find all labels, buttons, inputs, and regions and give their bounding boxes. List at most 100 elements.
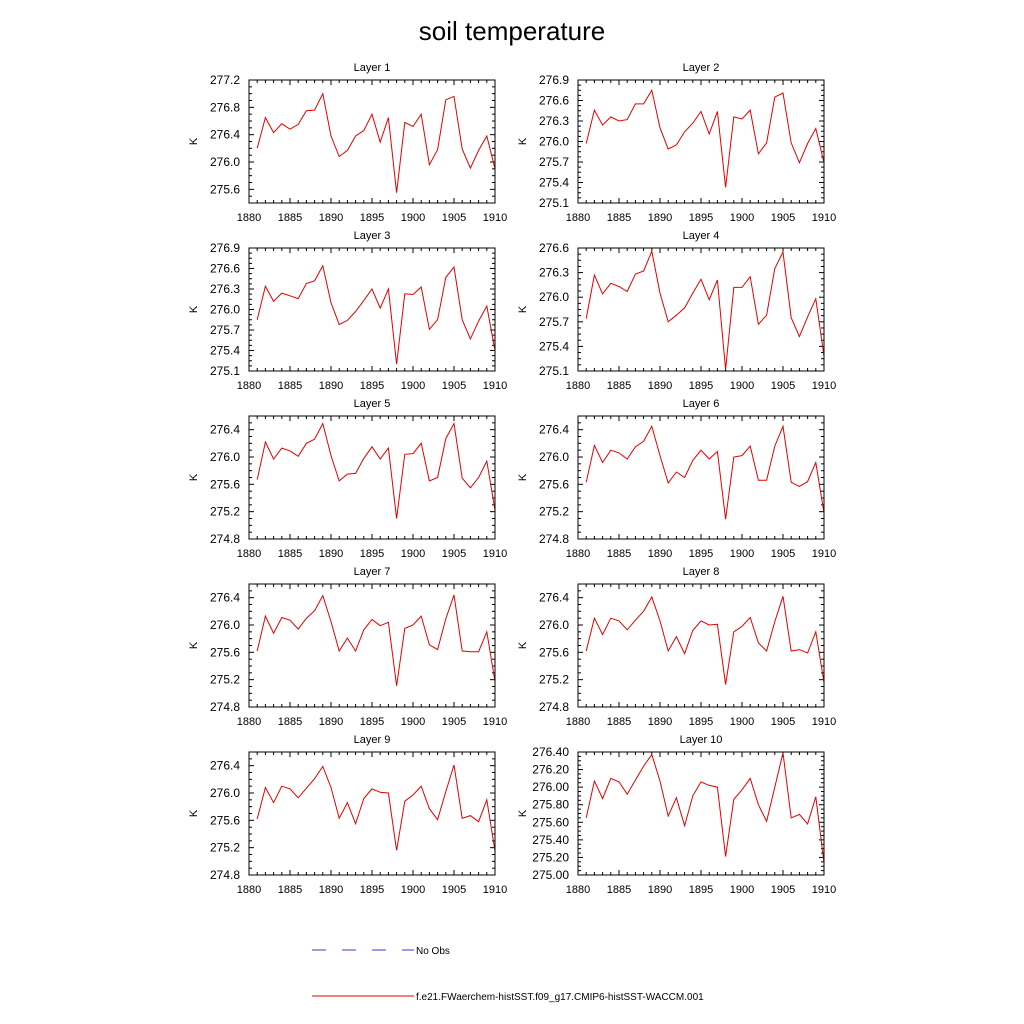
x-tick-label: 1895 xyxy=(689,884,713,896)
panel-layer-4: Layer 4 K 1880 1885 1890 1895 1900 1905 1910 275.… xyxy=(517,230,836,392)
y-tick-label: 276.8 xyxy=(210,100,240,114)
y-tick-label: 276.0 xyxy=(210,786,240,800)
y-tick-label: 276.9 xyxy=(539,73,569,87)
series-line xyxy=(585,88,825,188)
x-tick-label: 1880 xyxy=(237,884,261,896)
plot-frame xyxy=(577,79,825,204)
panel-title: Layer 7 xyxy=(354,566,391,578)
x-tick-label: 1910 xyxy=(483,212,507,224)
x-tick-label: 1885 xyxy=(607,716,631,728)
plot-frame xyxy=(577,751,825,876)
panel-layer-5: Layer 5 K 1880 1885 1890 1895 1900 1905 1910 274.… xyxy=(188,398,507,560)
y-tick-label: 276.0 xyxy=(539,290,569,304)
y-axis-label: K xyxy=(517,809,529,817)
panel-title: Layer 10 xyxy=(680,734,723,746)
series-line xyxy=(256,764,496,852)
y-tick-label: 275.20 xyxy=(532,850,569,864)
y-tick-label: 275.1 xyxy=(210,364,240,378)
x-tick-label: 1905 xyxy=(442,548,466,560)
y-tick-label: 275.2 xyxy=(539,673,569,687)
series-line xyxy=(256,92,496,193)
x-tick-label: 1905 xyxy=(771,548,795,560)
y-axis-label: K xyxy=(517,641,529,649)
x-tick-label: 1900 xyxy=(730,380,754,392)
y-tick-label: 275.00 xyxy=(532,868,569,882)
plot-frame xyxy=(248,247,496,372)
series-line xyxy=(256,594,496,686)
x-tick-label: 1890 xyxy=(319,884,343,896)
panel-title: Layer 1 xyxy=(354,62,391,74)
x-tick-label: 1910 xyxy=(812,548,836,560)
x-tick-label: 1890 xyxy=(319,212,343,224)
y-tick-label: 276.0 xyxy=(539,450,569,464)
x-tick-label: 1880 xyxy=(566,212,590,224)
x-tick-label: 1895 xyxy=(360,716,384,728)
x-tick-label: 1895 xyxy=(689,212,713,224)
y-tick-label: 276.4 xyxy=(210,759,240,773)
x-tick-label: 1905 xyxy=(442,380,466,392)
x-tick-label: 1895 xyxy=(689,548,713,560)
y-tick-label: 275.6 xyxy=(210,182,240,196)
y-tick-label: 274.8 xyxy=(210,868,240,882)
panel-layer-6: Layer 6 K 1880 1885 1890 1895 1900 1905 1910 274.… xyxy=(517,398,836,560)
x-tick-label: 1905 xyxy=(771,212,795,224)
panel-layer-7: Layer 7 K 1880 1885 1890 1895 1900 1905 1910 274.… xyxy=(188,566,507,728)
y-tick-label: 276.20 xyxy=(532,763,569,777)
x-tick-label: 1895 xyxy=(360,884,384,896)
x-tick-label: 1885 xyxy=(278,212,302,224)
panel-layer-3: Layer 3 K 1880 1885 1890 1895 1900 1905 1910 275.… xyxy=(188,230,507,392)
x-tick-label: 1890 xyxy=(648,716,672,728)
y-tick-label: 275.4 xyxy=(539,176,569,190)
x-tick-label: 1905 xyxy=(771,884,795,896)
y-axis-label: K xyxy=(188,473,200,481)
x-tick-label: 1880 xyxy=(237,212,261,224)
series-line xyxy=(256,421,496,519)
y-tick-label: 274.8 xyxy=(210,532,240,546)
y-tick-label: 276.3 xyxy=(539,114,569,128)
y-tick-label: 276.0 xyxy=(210,450,240,464)
x-tick-label: 1900 xyxy=(401,548,425,560)
x-tick-label: 1885 xyxy=(607,548,631,560)
x-tick-label: 1890 xyxy=(648,884,672,896)
y-tick-label: 276.4 xyxy=(210,128,240,142)
x-tick-label: 1910 xyxy=(483,380,507,392)
y-tick-label: 276.0 xyxy=(539,618,569,632)
y-tick-label: 275.2 xyxy=(210,841,240,855)
series-line xyxy=(585,249,825,370)
y-tick-label: 275.6 xyxy=(210,477,240,491)
y-tick-label: 276.4 xyxy=(539,591,569,605)
plot-frame xyxy=(248,415,496,540)
x-tick-label: 1885 xyxy=(607,884,631,896)
y-tick-label: 275.6 xyxy=(539,477,569,491)
y-axis-label: K xyxy=(188,305,200,313)
x-tick-label: 1910 xyxy=(812,884,836,896)
x-tick-label: 1885 xyxy=(278,548,302,560)
y-axis-label: K xyxy=(188,641,200,649)
x-tick-label: 1885 xyxy=(607,212,631,224)
panel-layer-10: Layer 10 K 1880 1885 1890 1895 1900 1905 1910 275… xyxy=(517,734,836,896)
x-tick-label: 1885 xyxy=(278,380,302,392)
x-tick-label: 1895 xyxy=(360,212,384,224)
panel-layer-9: Layer 9 K 1880 1885 1890 1895 1900 1905 1910 274.… xyxy=(188,734,507,896)
series-line xyxy=(585,752,825,863)
x-tick-label: 1890 xyxy=(319,380,343,392)
x-tick-label: 1885 xyxy=(278,716,302,728)
plot-frame xyxy=(248,79,496,204)
y-tick-label: 276.9 xyxy=(210,241,240,255)
x-tick-label: 1910 xyxy=(483,884,507,896)
series-line xyxy=(256,264,496,365)
legend-no-obs-label: No Obs xyxy=(416,946,450,957)
y-tick-label: 275.80 xyxy=(532,798,569,812)
y-tick-label: 275.7 xyxy=(539,315,569,329)
y-tick-label: 276.40 xyxy=(532,745,569,759)
x-tick-label: 1880 xyxy=(566,548,590,560)
panel-layer-1: Layer 1 K 1880 1885 1890 1895 1900 1905 1910 275.… xyxy=(188,62,507,224)
y-tick-label: 276.3 xyxy=(210,282,240,296)
y-tick-label: 276.3 xyxy=(539,266,569,280)
x-tick-label: 1890 xyxy=(648,212,672,224)
y-axis-label: K xyxy=(517,305,529,313)
x-tick-label: 1910 xyxy=(812,716,836,728)
x-tick-label: 1900 xyxy=(401,716,425,728)
x-tick-label: 1900 xyxy=(401,884,425,896)
y-tick-label: 274.8 xyxy=(210,700,240,714)
